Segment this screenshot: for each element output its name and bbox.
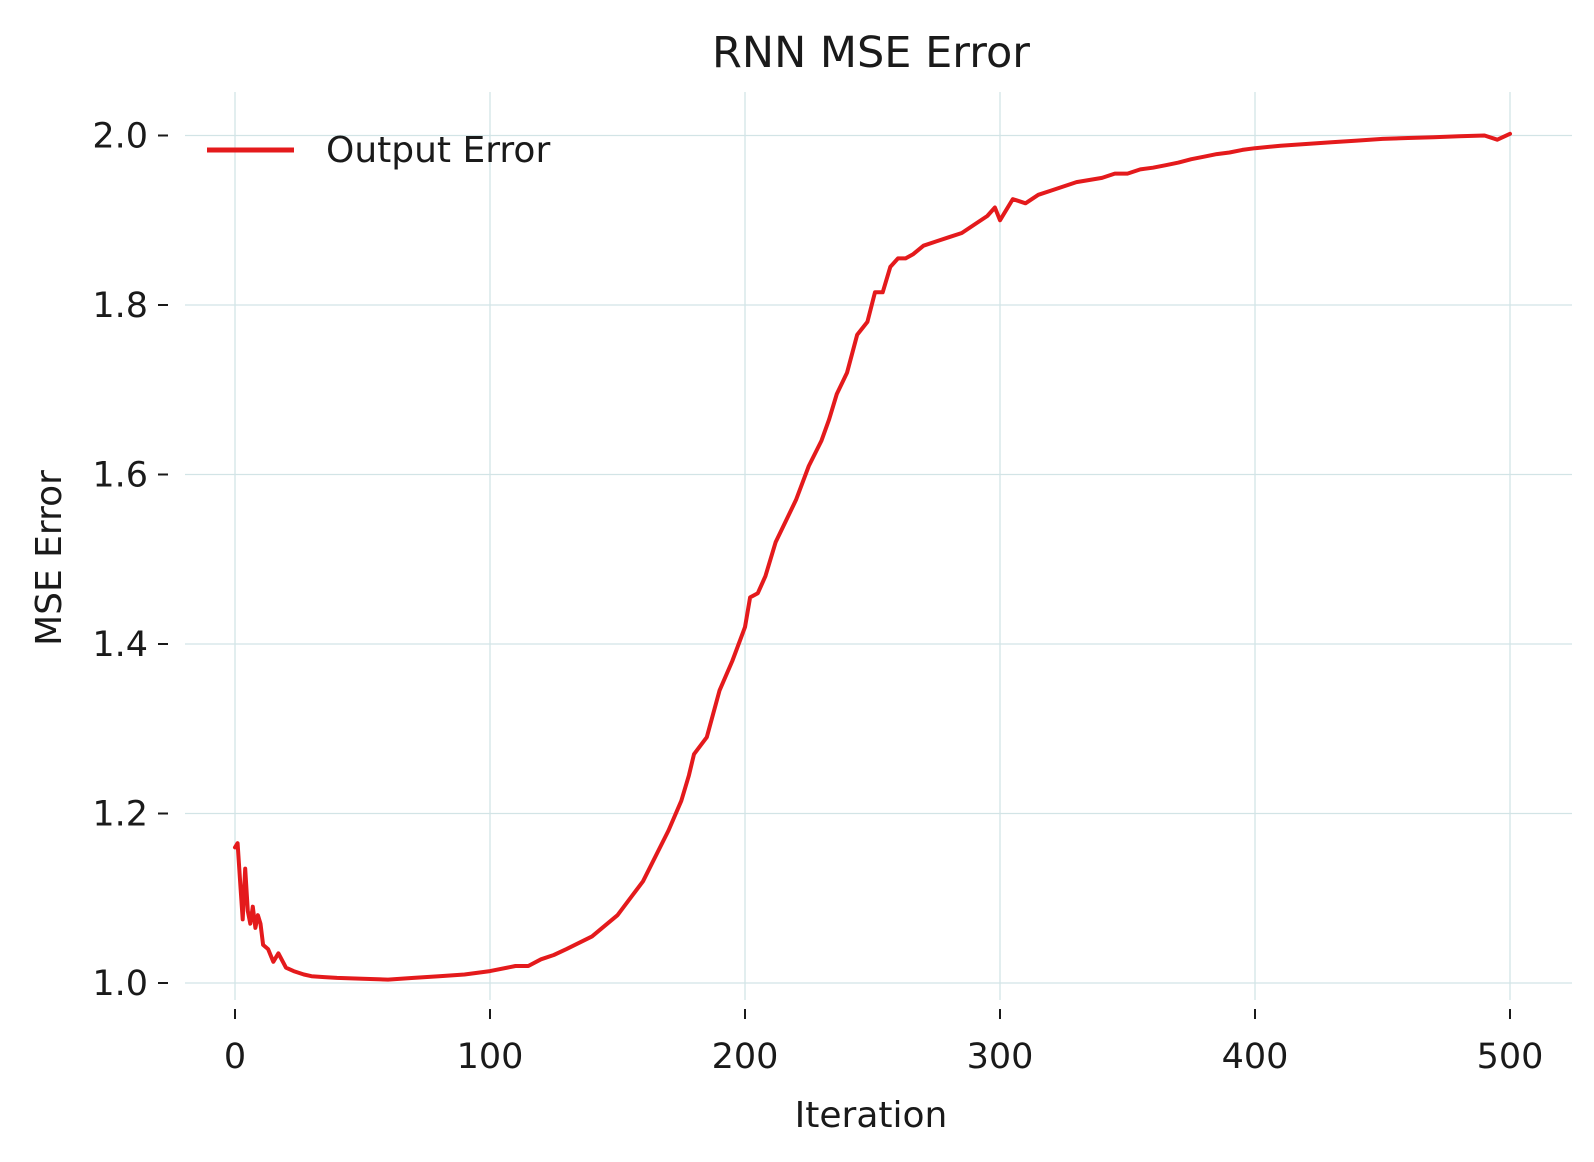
x-tick-label: 300: [967, 1037, 1034, 1077]
legend-label-output-error: Output Error: [326, 130, 550, 171]
series-line-output-error: [233, 131, 1512, 982]
legend: Output Error: [207, 130, 550, 171]
y-tick-label: 1.4: [92, 625, 148, 665]
x-axis-label: Iteration: [795, 1095, 948, 1136]
y-tick-label: 1.2: [92, 795, 148, 835]
x-tick-label: 200: [712, 1037, 779, 1077]
line-layer: [233, 131, 1512, 982]
y-tick-label: 2.0: [92, 117, 148, 157]
y-tick-label: 1.6: [92, 456, 148, 496]
y-tick-label: 1.0: [92, 964, 148, 1004]
x-tick-label: 500: [1477, 1037, 1544, 1077]
y-axis-label: MSE Error: [29, 470, 70, 646]
chart-title: RNN MSE Error: [712, 28, 1030, 78]
x-tick-label: 100: [457, 1037, 524, 1077]
x-tick-label: 0: [224, 1037, 246, 1077]
axis-ticks: 0 100 200 300 400 500 1.0 1.2 1.4 1.6 1.8 2.0: [92, 117, 1543, 1078]
x-tick-label: 400: [1222, 1037, 1289, 1077]
grid: [185, 92, 1572, 1000]
y-tick-label: 1.8: [92, 286, 148, 326]
